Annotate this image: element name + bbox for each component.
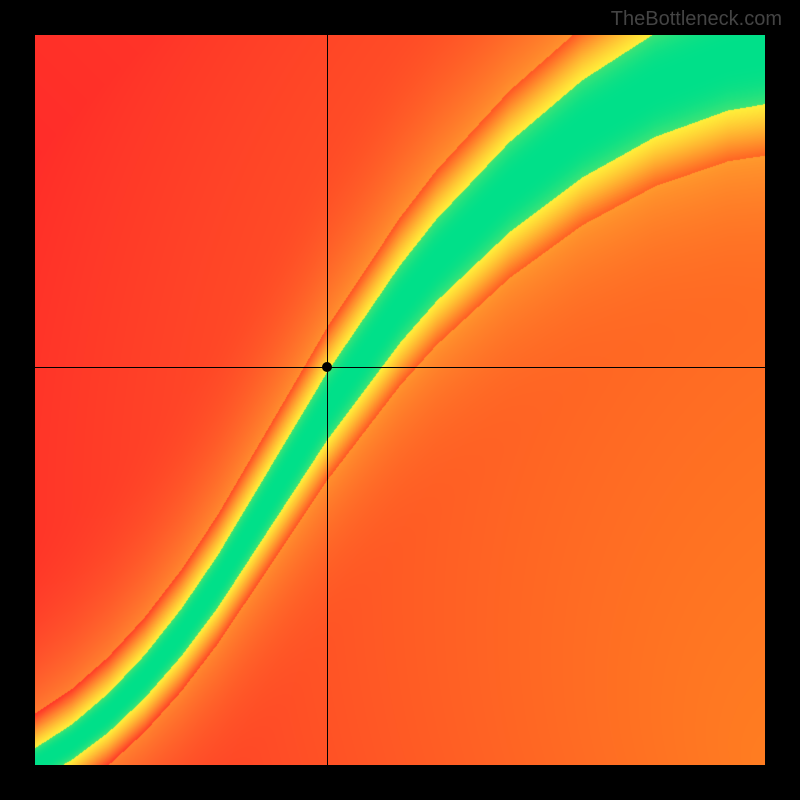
watermark-text: TheBottleneck.com	[611, 8, 782, 31]
crosshair-marker	[322, 362, 332, 372]
crosshair-vertical	[327, 35, 328, 765]
heatmap-canvas	[35, 35, 765, 765]
heatmap-plot	[35, 35, 765, 765]
crosshair-horizontal	[35, 367, 765, 368]
